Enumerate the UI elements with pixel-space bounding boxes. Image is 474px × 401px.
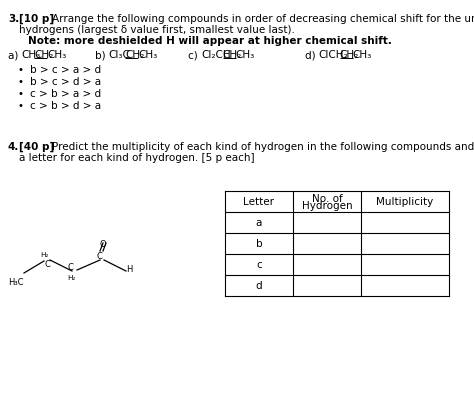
Text: a): a) xyxy=(8,50,22,60)
Text: hydrogens (largest δ value first, smallest value last).: hydrogens (largest δ value first, smalle… xyxy=(19,25,295,35)
Text: c): c) xyxy=(188,50,201,60)
Text: C: C xyxy=(45,259,51,268)
Text: c > b > d > a: c > b > d > a xyxy=(30,101,101,111)
Text: Hydrogen: Hydrogen xyxy=(301,201,352,211)
Text: •: • xyxy=(18,77,24,87)
Text: d: d xyxy=(255,281,262,291)
Text: [40 p]: [40 p] xyxy=(19,142,54,152)
Text: CH₃: CH₃ xyxy=(21,50,40,60)
Text: CH₃: CH₃ xyxy=(353,50,372,60)
Text: Note: more deshielded H will appear at higher chemical shift.: Note: more deshielded H will appear at h… xyxy=(28,36,392,46)
Text: No. of: No. of xyxy=(311,193,342,203)
Text: •: • xyxy=(18,101,24,111)
Text: Predict the multiplicity of each kind of hydrogen in the following compounds and: Predict the multiplicity of each kind of… xyxy=(52,142,474,152)
Text: CH₃: CH₃ xyxy=(236,50,255,60)
Text: b): b) xyxy=(95,50,109,60)
Text: a letter for each kind of hydrogen. [5 p each]: a letter for each kind of hydrogen. [5 p… xyxy=(19,153,255,162)
Text: •: • xyxy=(18,65,24,75)
Text: Letter: Letter xyxy=(244,197,274,207)
Text: •: • xyxy=(18,89,24,99)
Text: c: c xyxy=(256,260,262,270)
Text: CH₂: CH₂ xyxy=(340,50,359,60)
Text: 3.: 3. xyxy=(8,14,19,24)
Text: CH₂: CH₂ xyxy=(34,50,54,60)
Text: 4.: 4. xyxy=(8,142,19,152)
Text: [10 p]: [10 p] xyxy=(19,14,54,24)
Text: O: O xyxy=(100,239,107,248)
Text: C: C xyxy=(97,251,103,260)
Text: CH₂: CH₂ xyxy=(223,50,242,60)
Text: H₃C: H₃C xyxy=(8,277,24,286)
Text: c > b > a > d: c > b > a > d xyxy=(30,89,101,99)
Text: Cl₃C: Cl₃C xyxy=(108,50,130,60)
Text: b > c > a > d: b > c > a > d xyxy=(30,65,101,75)
Text: Arrange the following compounds in order of decreasing chemical shift for the un: Arrange the following compounds in order… xyxy=(52,14,474,24)
Text: Multiplicity: Multiplicity xyxy=(376,197,434,207)
Text: ClCH₂: ClCH₂ xyxy=(318,50,347,60)
Text: b > c > d > a: b > c > d > a xyxy=(30,77,101,87)
Text: d): d) xyxy=(305,50,319,60)
Text: C: C xyxy=(68,262,74,271)
Text: H₂: H₂ xyxy=(40,251,48,257)
Text: Cl₂CH: Cl₂CH xyxy=(201,50,231,60)
Text: b: b xyxy=(255,239,262,249)
Text: CH₃: CH₃ xyxy=(47,50,66,60)
Text: H: H xyxy=(126,264,132,273)
Text: CH₂: CH₂ xyxy=(126,50,145,60)
Text: CH₃: CH₃ xyxy=(138,50,158,60)
Text: H₂: H₂ xyxy=(67,274,75,280)
Text: a: a xyxy=(256,218,262,228)
